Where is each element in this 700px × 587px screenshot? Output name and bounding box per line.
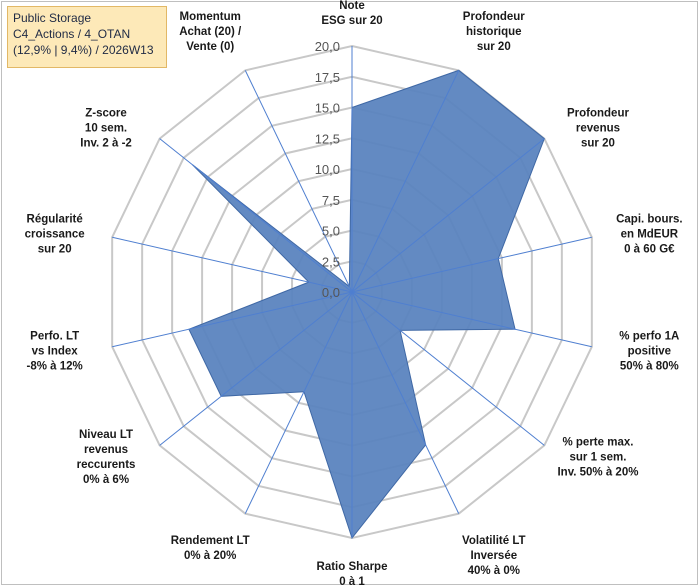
category-label-line: 0% à 6%	[83, 474, 129, 486]
category-label-line: Profondeur	[567, 107, 629, 119]
axis-spoke	[351, 291, 545, 446]
axis-spoke	[351, 291, 592, 348]
category-label-line: % perte max.	[562, 437, 633, 449]
category-label-line: Capi. bours.	[616, 213, 682, 225]
category-label-line: Z-score	[85, 107, 127, 119]
portfolio-path: C4_Actions / 4_OTAN	[13, 27, 131, 41]
category-label: Note ESG sur 20	[321, 0, 382, 27]
radar-spokes	[112, 46, 592, 538]
category-label-line: reccurents	[77, 459, 136, 471]
category-label-line: 0 à 1	[339, 576, 365, 587]
category-label-line: sur 20	[477, 41, 511, 53]
axis-spoke	[159, 138, 353, 293]
category-label-line: % perfo 1A	[619, 331, 679, 343]
category-label-line: sur 20	[38, 243, 72, 255]
category-label-line: 0 à 60 G€	[624, 243, 675, 255]
category-label-line: Achat (20) /	[179, 26, 242, 38]
category-label-line: 50% à 80%	[620, 361, 679, 373]
axis-spoke	[351, 138, 545, 293]
tick-label: 2,5	[322, 254, 340, 269]
tick-label: 7,5	[322, 193, 340, 208]
category-label-line: 10 sem.	[85, 122, 127, 134]
axis-spoke	[112, 291, 353, 348]
axis-spoke	[351, 236, 592, 293]
category-label-line: historique	[466, 26, 522, 38]
tick-labels: 0,0 2,5 5,0 7,5 10,0 12,5 15,0 17,5 20,0	[315, 39, 340, 300]
category-label-line: sur 20	[581, 137, 615, 149]
category-label-line: en MdEUR	[621, 228, 679, 240]
category-label-line: sur 1 sem.	[570, 452, 627, 464]
tick-label: 17,5	[315, 70, 340, 85]
info-box: Public Storage C4_Actions / 4_OTAN (12,9…	[7, 6, 167, 68]
category-label-line: Inv. 50% à 20%	[557, 467, 638, 479]
axis-spoke	[244, 291, 353, 514]
tick-label: 20,0	[315, 39, 340, 54]
category-label: Profondeur historique sur 20	[463, 11, 525, 53]
category-label: Régularité croissance sur 20	[25, 213, 85, 255]
axis-spoke	[351, 291, 460, 514]
category-label-line: vs Index	[32, 346, 79, 358]
category-label-line: Niveau LT	[79, 429, 133, 441]
tick-label: 0,0	[322, 285, 340, 300]
category-label-line: Note	[339, 0, 365, 12]
category-label-line: -8% à 12%	[27, 361, 83, 373]
category-label-line: Profondeur	[463, 11, 525, 23]
category-label-line: Momentum	[180, 11, 241, 23]
performance-week: (12,9% | 9,4%) / 2026W13	[13, 43, 154, 57]
tick-label: 12,5	[315, 131, 340, 146]
axis-spoke	[112, 236, 353, 293]
category-label: Capi. bours. en MdEUR 0 à 60 G€	[616, 213, 682, 255]
category-label: Momentum Achat (20) / Vente (0)	[179, 11, 242, 53]
category-label-line: Ratio Sharpe	[317, 561, 388, 573]
category-labels: Note ESG sur 20 Profondeur historique sur 20…	[25, 0, 683, 587]
category-label: Volatilité LT Inversée 40% à 0%	[462, 535, 525, 577]
tick-label: 5,0	[322, 224, 340, 239]
category-label-line: Rendement LT	[171, 535, 250, 547]
category-label: Profondeur revenus sur 20	[567, 107, 629, 149]
category-label-line: revenus	[576, 122, 620, 134]
category-label: % perte max. sur 1 sem. Inv. 50% à 20%	[557, 437, 638, 479]
category-label-line: Inv. 2 à -2	[80, 137, 132, 149]
security-name: Public Storage	[13, 11, 92, 25]
tick-label: 15,0	[315, 101, 340, 116]
category-label-line: Perfo. LT	[30, 331, 79, 343]
axis-spoke	[351, 70, 460, 293]
tick-label: 10,0	[315, 162, 340, 177]
category-label-line: Volatilité LT	[462, 535, 525, 547]
category-label: Z-score 10 sem. Inv. 2 à -2	[80, 107, 132, 149]
category-label: Perfo. LT vs Index -8% à 12%	[27, 331, 83, 373]
category-label-line: Régularité	[27, 213, 83, 225]
category-label-line: positive	[628, 346, 671, 358]
category-label-line: revenus	[84, 444, 128, 456]
category-label: Ratio Sharpe 0 à 1	[317, 561, 388, 587]
category-label-line: Vente (0)	[186, 41, 234, 53]
axis-spoke	[159, 291, 353, 446]
category-label-line: ESG sur 20	[321, 15, 382, 27]
category-label-line: croissance	[25, 228, 85, 240]
category-label-line: Inversée	[470, 550, 517, 562]
category-label: Niveau LT revenus reccurents 0% à 6%	[77, 429, 136, 486]
category-label: Rendement LT 0% à 20%	[171, 535, 250, 562]
category-label: % perfo 1A positive 50% à 80%	[619, 331, 679, 373]
axis-spoke	[244, 70, 353, 293]
category-label-line: 0% à 20%	[184, 550, 236, 562]
category-label-line: 40% à 0%	[468, 565, 520, 577]
